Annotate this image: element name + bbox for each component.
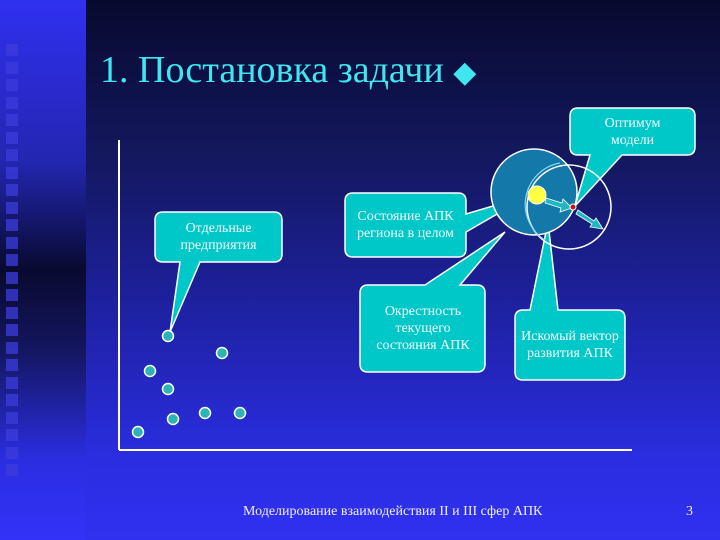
decorative-square <box>6 114 18 126</box>
decorative-square <box>6 359 18 371</box>
decorative-square <box>6 306 18 319</box>
slide-title: 1. Постановка задачи ◆ <box>100 48 476 92</box>
decorative-square <box>6 79 18 91</box>
decorative-square <box>6 61 18 74</box>
enterprise-dot <box>161 382 175 396</box>
decorative-square <box>6 201 18 214</box>
decorative-square <box>6 236 18 249</box>
decorative-square <box>6 166 18 179</box>
enterprise-dot <box>233 406 247 420</box>
callout-vector-shape <box>514 221 626 381</box>
callout-neighborhood: Окрестность текущего состояния АПК <box>376 303 470 353</box>
decorative-square <box>6 446 18 459</box>
decorative-square <box>6 131 18 144</box>
enterprise-dot <box>198 406 212 420</box>
optimum-point <box>569 203 577 211</box>
decorative-square <box>6 289 18 301</box>
neighborhood-inner-arc <box>524 162 561 241</box>
neighborhood-circle <box>526 164 612 250</box>
callout-vector: Искомый вектор развития АПК <box>521 329 619 361</box>
callout-neighborhood-shape <box>359 231 506 373</box>
development-vector-arrow <box>575 209 604 230</box>
page-number: 3 <box>686 504 693 519</box>
decorative-square <box>6 96 18 109</box>
slide-footer: Моделирование взаимодействия II и III сф… <box>243 504 543 519</box>
current-state-point <box>527 185 547 205</box>
enterprise-dot <box>143 364 157 378</box>
decorative-side-strip <box>0 0 86 540</box>
decorative-square <box>6 271 18 284</box>
arrow-to-optimum <box>544 197 573 213</box>
decorative-square <box>6 376 18 389</box>
decorative-square <box>6 411 18 424</box>
decorative-square <box>6 149 18 161</box>
decorative-square <box>6 254 18 266</box>
decorative-square <box>6 219 18 231</box>
callout-optimum: Оптимум модели <box>604 115 661 148</box>
callout-enterprises: Отдельные предприятия <box>180 221 257 253</box>
callout-region-state-shape <box>344 192 531 258</box>
decorative-square <box>6 429 18 441</box>
decorative-square <box>6 394 18 406</box>
decorative-square <box>6 464 18 476</box>
enterprise-dot <box>166 412 180 426</box>
enterprise-dot <box>161 329 175 343</box>
enterprise-dot <box>131 425 145 439</box>
decorative-square <box>6 184 18 196</box>
enterprise-dot <box>215 346 229 360</box>
slide-title-text: 1. Постановка задачи <box>100 49 444 91</box>
decorative-square <box>6 341 18 354</box>
callout-region-state: Состояние АПК региона в целом <box>356 209 455 241</box>
callout-optimum-shape <box>569 107 696 207</box>
callout-enterprises-shape <box>154 211 283 333</box>
decorative-square <box>6 44 18 56</box>
decorative-square <box>6 324 18 336</box>
diamond-icon: ◆ <box>453 56 477 89</box>
